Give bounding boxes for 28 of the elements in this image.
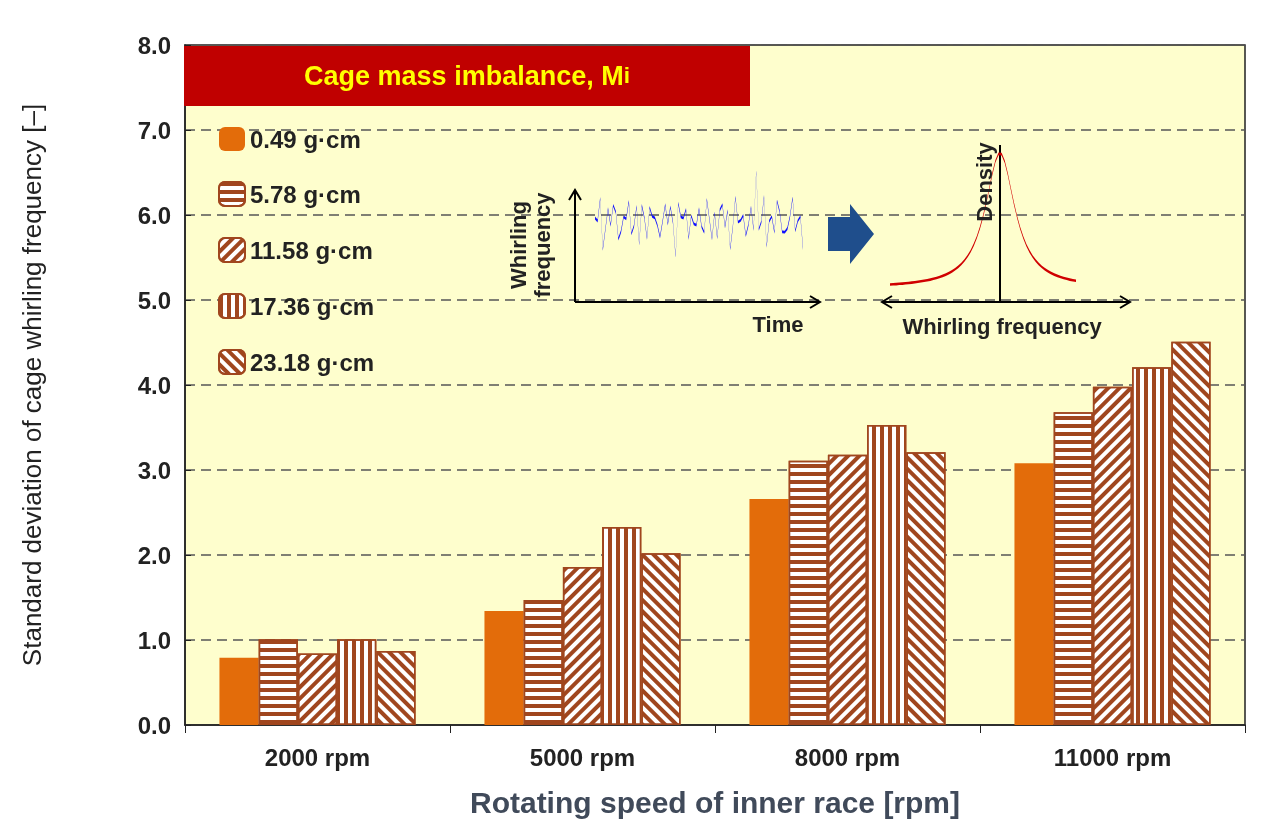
annotation: Density: [972, 141, 997, 222]
y-tick-label: 5.0: [137, 286, 171, 314]
x-tick-label: 8000 rpm: [794, 743, 901, 771]
legend-label: 23.18 g·cm: [250, 348, 375, 376]
bar: [749, 498, 789, 725]
y-tick-label: 6.0: [137, 201, 171, 229]
annotation: Time: [752, 312, 804, 337]
bar: [484, 611, 524, 725]
annotation: Whirling frequency: [902, 314, 1103, 339]
x-axis-title: Rotating speed of inner race [rpm]: [469, 785, 961, 819]
y-tick-label: 1.0: [137, 626, 171, 654]
y-tick-label: 4.0: [137, 371, 171, 399]
y-tick-label: 2.0: [137, 541, 171, 569]
y-tick-label: 8.0: [137, 31, 171, 59]
bar: [219, 657, 259, 725]
legend-label: 5.78 g·cm: [250, 180, 361, 208]
legend-label: 11.58 g·cm: [250, 236, 373, 264]
y-axis-title: Standard deviation of cage whirling frequency [–]: [17, 103, 47, 667]
bar: [1014, 463, 1054, 725]
x-tick-label: 5000 rpm: [529, 743, 636, 771]
annotation: Whirling frequency: [506, 191, 555, 298]
legend-label: 17.36 g·cm: [250, 292, 375, 320]
y-tick-label: 7.0: [137, 116, 171, 144]
x-tick-label: 11000 rpm: [1053, 743, 1172, 771]
y-tick-label: 0.0: [137, 711, 171, 739]
legend-label: 0.49 g·cm: [250, 125, 361, 153]
y-tick-label: 3.0: [137, 456, 171, 484]
x-tick-label: 2000 rpm: [264, 743, 371, 771]
